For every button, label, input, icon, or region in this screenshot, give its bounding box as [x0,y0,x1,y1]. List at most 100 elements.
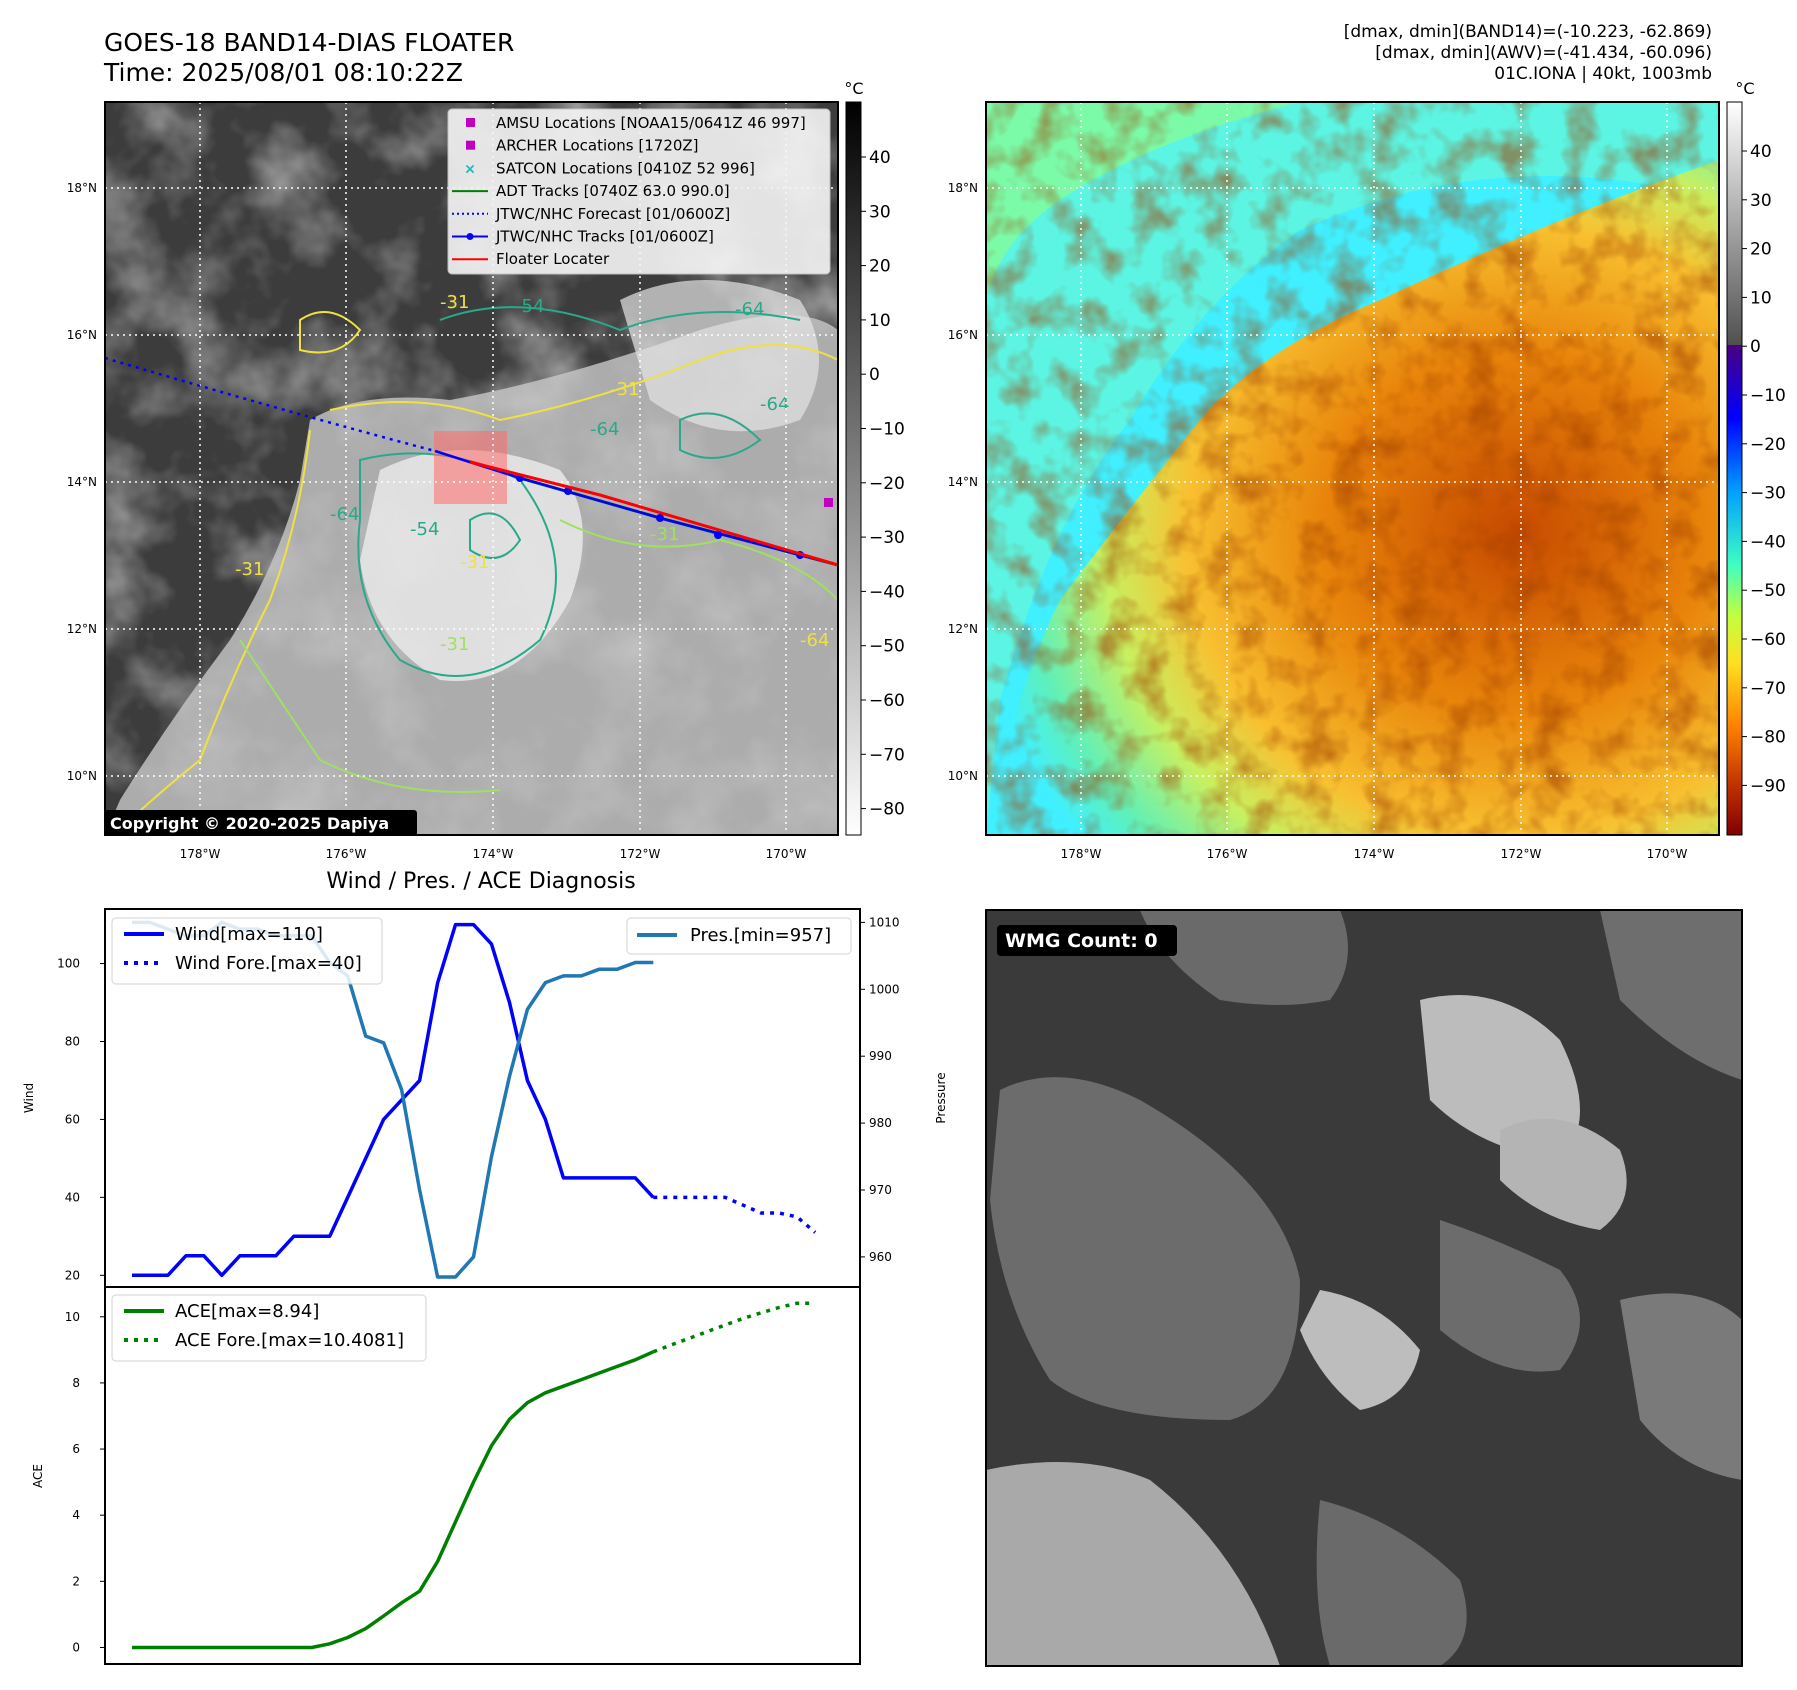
copyright-box [104,810,417,836]
contour-label: -31 [235,559,264,580]
awv-colorbar-tick-label: 30 [1750,191,1772,211]
awv-colorbar: °C 40 30 20 10 0 −10 −20 −30 −40 −50 −60 −70 −80 −90 [1726,79,1786,836]
brightness-contours [119,306,838,831]
ace-tick-label: 2 [72,1574,80,1588]
ir-colorbar-tick-label: −30 [869,528,905,548]
ir-colorbar-tick-label: −40 [869,582,905,602]
pressure-legend: Pres.[min=957] [626,917,852,955]
awv-lat-label: 16°N [948,328,978,342]
stats-band14: [dmax, dmin](BAND14)=(-10.223, -62.869) [1343,22,1712,42]
figure-time: Time: 2025/08/01 08:10:22Z [104,58,463,87]
awv-colorbar-unit: °C [1735,79,1754,98]
awv-colorbar-tick-label: 10 [1750,288,1772,308]
wind-axis-label: Wind [22,1083,36,1113]
contour-label: -31 [440,634,469,655]
floater-locator-line [469,460,838,567]
amsu-marker [824,498,833,507]
awv-gridlines [986,102,1719,835]
awv-lat-label: 12°N [948,622,978,636]
awv-colorbar-tick-label: −70 [1750,679,1786,699]
awv-colorbar-tick-label: −60 [1750,630,1786,650]
figure-title: GOES-18 BAND14-DIAS FLOATER [104,28,515,57]
series-line [653,1195,817,1234]
awv-lon-label: 176°W [1207,847,1248,861]
ir-lat-label: 18°N [67,181,97,195]
ir-frame [104,101,839,836]
ir-colorbar-tick-label: −10 [869,420,905,440]
awv-axis-ticks: 18°N 16°N 14°N 12°N 10°N 178°W 176°W 174°W 172°W… [948,181,1688,861]
awv-colorbar-tick-label: −50 [1750,581,1786,601]
ir-colorbar: °C 40 30 20 10 0 −10 −20 −30 −40 −50 −60 −70 −80 [844,79,905,836]
ir-axis-ticks: 18°N 16°N 14°N 12°N 10°N 178°W 176°W 174°W 172°W… [67,181,807,861]
ir-lon-label: 176°W [326,847,367,861]
awv-colorbar-warm [1727,102,1742,345]
ir-lat-label: 16°N [67,328,97,342]
awv-colorbar-tick-label: −80 [1750,728,1786,748]
wmg-frame [985,909,1743,1667]
awv-lat-label: 18°N [948,181,978,195]
legend-label: SATCON Locations [0410Z 52 996] [496,159,755,177]
legend-marker [466,118,475,127]
forecast-track [105,356,436,453]
awv-colorbar-tick-label: −10 [1750,386,1786,406]
ir-colorbar-tick-label: −60 [869,691,905,711]
diagnosis-title: Wind / Pres. / ACE Diagnosis [326,869,635,894]
storm-info: 01C.IONA | 40kt, 1003mb [1494,64,1712,84]
wind-legend: Wind[max=110] Wind Fore.[max=40] [111,917,383,985]
legend-label: ARCHER Locations [1720Z] [496,137,699,155]
legend-wind: Wind[max=110] [175,924,323,945]
pressure-tick-label: 990 [869,1049,892,1063]
ir-legend: AMSU Locations [NOAA15/0641Z 46 997] ARCH… [447,108,831,275]
pressure-tick-label: 970 [869,1183,892,1197]
wind-tick-label: 60 [65,1112,80,1126]
contour-label: -64 [735,299,764,320]
legend-wind-fore: Wind Fore.[max=40] [175,953,362,974]
pressure-tick-label: 980 [869,1116,892,1130]
copyright-text: Copyright © 2020-2025 Dapiya [110,814,389,833]
ace-tick-label: 4 [72,1508,80,1522]
awv-colorbar-tick-label: −40 [1750,532,1786,552]
awv-colorbar-tick-label: 40 [1750,142,1772,162]
ir-colorbar-unit: °C [844,79,863,98]
track-point [564,487,572,495]
ace-axis-label: ACE [31,1464,45,1488]
pressure-tick-label: 960 [869,1250,892,1264]
ir-lon-label: 172°W [620,847,661,861]
contour-label: -31 [610,379,639,400]
contour-label: -64 [800,630,829,651]
ir-colorbar-tick-label: −50 [869,637,905,657]
track-point [656,514,664,522]
legend-ace-fore: ACE Fore.[max=10.4081] [175,1330,404,1351]
ir-colorbar-tick-label: 10 [869,311,891,331]
awv-map-panel: 18°N 16°N 14°N 12°N 10°N 178°W 176°W 174°W 172°W… [948,101,1720,861]
ace-tick-label: 0 [72,1640,80,1654]
ir-lat-label: 12°N [67,622,97,636]
awv-colorbar-tick-label: 20 [1750,240,1772,260]
ir-colorbar-tick-label: 0 [869,365,880,385]
wmg-imagery [986,910,1742,1666]
contour-label: -64 [590,419,619,440]
awv-colorbar-cold [1727,345,1742,835]
ir-colorbar-tick-label: 20 [869,257,891,277]
contour-label: -54 [515,296,544,317]
pressure-axis-label: Pressure [934,1072,948,1123]
ir-colorbar-bar [845,101,862,836]
legend-marker-dot [466,233,474,240]
diagnosis-panel: Wind / Pres. / ACE Diagnosis 10080604020… [22,869,948,1665]
series-line [652,1301,816,1354]
legend-label: JTWC/NHC Tracks [01/0600Z] [495,228,714,246]
series-line [132,1350,655,1650]
wind-tick-label: 40 [65,1190,80,1204]
ace-tick-label: 8 [72,1376,80,1390]
wind-tick-label: 100 [57,957,80,971]
contour-label: -54 [410,519,439,540]
ir-lat-label: 10°N [67,769,97,783]
awv-lon-label: 178°W [1061,847,1102,861]
legend-pressure: Pres.[min=957] [690,925,831,946]
ir-lon-label: 178°W [180,847,221,861]
ir-colorbar-tick-label: −20 [869,474,905,494]
ace-legend: ACE[max=8.94] ACE Fore.[max=10.4081] [111,1294,427,1362]
wmg-count-label: WMG Count: 0 [1005,930,1158,952]
awv-lon-label: 170°W [1647,847,1688,861]
